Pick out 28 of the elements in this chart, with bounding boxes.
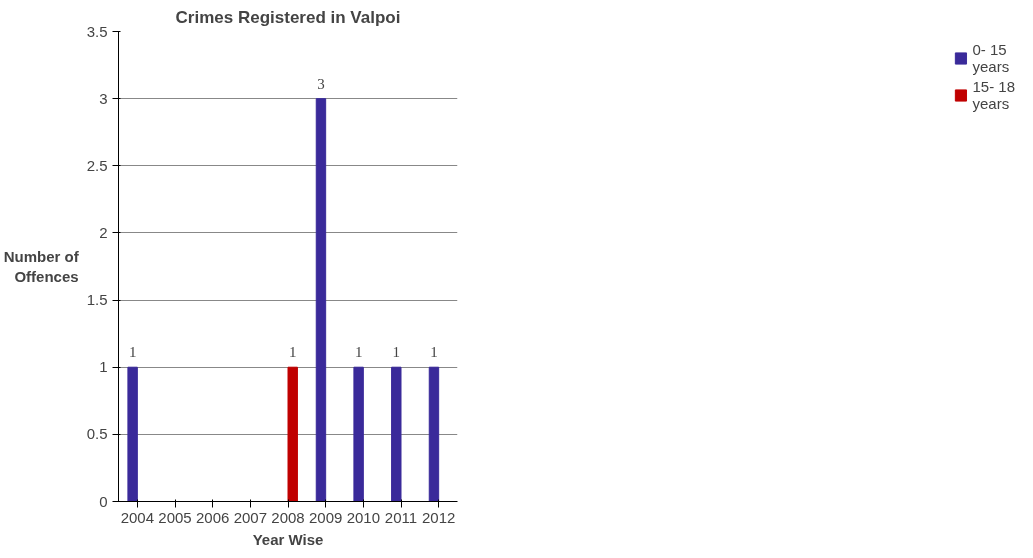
x-tick-label: 2011 (384, 508, 418, 526)
data-label: 1 (128, 344, 137, 361)
x-axis-title: Year Wise (252, 530, 324, 548)
data-label: 3 (317, 75, 325, 92)
data-label: 1 (288, 344, 297, 361)
x-tick-label: 2009 (308, 508, 343, 526)
y-tick-label: 0.5 (86, 425, 108, 443)
x-tick-label: 2008 (271, 508, 305, 526)
y-axis-title: Number of Offences (3, 247, 80, 286)
legend-label: 0- 15 years (972, 41, 1010, 75)
x-tick-label: 2012 (421, 508, 456, 526)
x-tick-label: 2006 (195, 508, 230, 526)
x-tick-label: 2007 (233, 508, 268, 526)
y-tick-label: 1.5 (86, 291, 108, 309)
y-tick-label: 1 (99, 358, 108, 376)
y-tick-label: 2 (99, 223, 108, 241)
x-tick-label: 2010 (346, 508, 381, 526)
x-tick-label: 2005 (158, 508, 192, 526)
chart-title: Crimes Registered in Valpoi (175, 7, 401, 27)
x-tick-label: 2004 (120, 508, 155, 526)
y-tick-label: 3 (99, 89, 108, 107)
data-label: 1 (354, 344, 363, 361)
legend-label: 15- 18 years (972, 78, 1015, 112)
data-label: 1 (430, 344, 438, 361)
y-tick-label: 0 (99, 492, 108, 510)
data-label: 1 (392, 344, 401, 361)
y-tick-label: 3.5 (86, 22, 108, 40)
y-tick-label: 2.5 (86, 156, 108, 174)
